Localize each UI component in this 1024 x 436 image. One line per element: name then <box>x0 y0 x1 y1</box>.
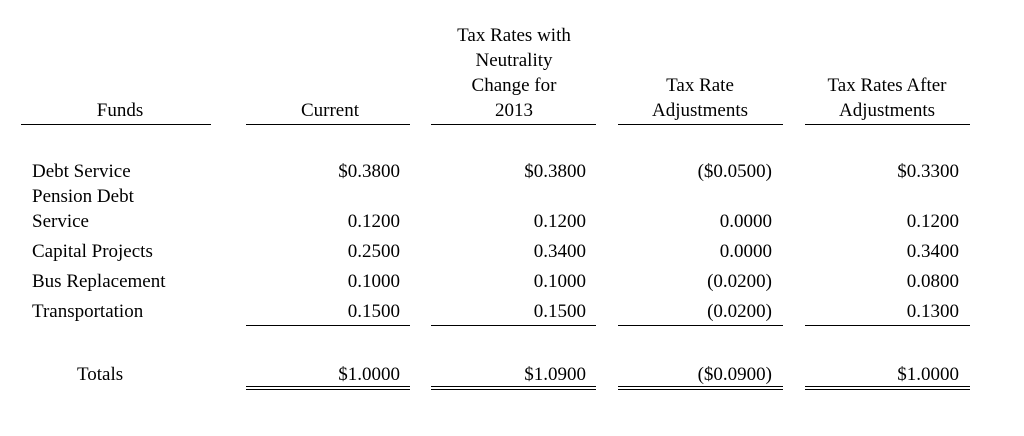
row-current-value: 0.1500 <box>347 301 400 322</box>
totals-adjustments-value: ($0.0900) <box>697 364 772 385</box>
header-neutrality-line-2: Neutrality <box>475 50 553 71</box>
row-fund-label-line-2: Service <box>32 211 89 232</box>
header-rule-current <box>246 124 410 125</box>
subtotal-rule-after <box>805 325 970 326</box>
row-current-value: 0.1000 <box>347 271 400 292</box>
row-neutrality-value: $0.3800 <box>524 161 586 182</box>
row-current-value: $0.3800 <box>338 161 400 182</box>
row-neutrality-value: 0.1000 <box>533 271 586 292</box>
header-rule-funds <box>21 124 211 125</box>
header-neutrality-line-1: Tax Rates with <box>457 25 571 46</box>
header-neutrality-line-3: Change for <box>471 75 557 96</box>
row-fund-label: Bus Replacement <box>32 271 166 292</box>
row-neutrality-value: 0.1200 <box>533 211 586 232</box>
row-after-value: 0.0800 <box>906 271 959 292</box>
totals-double-rule-after <box>805 386 970 390</box>
row-adjustments-value: 0.0000 <box>719 241 772 262</box>
row-fund-label-line-1: Pension Debt <box>32 186 134 207</box>
row-after-value: 0.3400 <box>906 241 959 262</box>
totals-label: Totals <box>77 364 124 385</box>
header-current: Current <box>300 100 360 121</box>
row-current-value: 0.1200 <box>347 211 400 232</box>
row-after-value: 0.1200 <box>906 211 959 232</box>
row-adjustments-value: (0.0200) <box>707 271 772 292</box>
subtotal-rule-neutrality <box>431 325 596 326</box>
header-adjustments-line-2: Adjustments <box>651 100 749 121</box>
totals-double-rule-current <box>246 386 410 390</box>
header-rule-neutrality <box>431 124 596 125</box>
row-fund-label: Debt Service <box>32 161 131 182</box>
row-current-value: 0.2500 <box>347 241 400 262</box>
header-after-line-2: Adjustments <box>838 100 936 121</box>
totals-double-rule-adjustments <box>618 386 783 390</box>
row-fund-label: Transportation <box>32 301 144 322</box>
totals-neutrality-value: $1.0900 <box>524 364 586 385</box>
row-adjustments-value: 0.0000 <box>719 211 772 232</box>
totals-current-value: $1.0000 <box>338 364 400 385</box>
row-adjustments-value: (0.0200) <box>707 301 772 322</box>
header-funds: Funds <box>96 100 144 121</box>
header-rule-after <box>805 124 970 125</box>
header-neutrality-line-4: 2013 <box>495 100 533 121</box>
header-after-line-1: Tax Rates After <box>827 75 947 96</box>
header-rule-adjustments <box>618 124 783 125</box>
row-adjustments-value: ($0.0500) <box>697 161 772 182</box>
row-fund-label: Capital Projects <box>32 241 153 262</box>
subtotal-rule-current <box>246 325 410 326</box>
header-adjustments-line-1: Tax Rate <box>666 75 734 96</box>
subtotal-rule-adjustments <box>618 325 783 326</box>
totals-after-value: $1.0000 <box>897 364 959 385</box>
row-neutrality-value: 0.3400 <box>533 241 586 262</box>
row-after-value: $0.3300 <box>897 161 959 182</box>
row-after-value: 0.1300 <box>906 301 959 322</box>
row-neutrality-value: 0.1500 <box>533 301 586 322</box>
totals-double-rule-neutrality <box>431 386 596 390</box>
